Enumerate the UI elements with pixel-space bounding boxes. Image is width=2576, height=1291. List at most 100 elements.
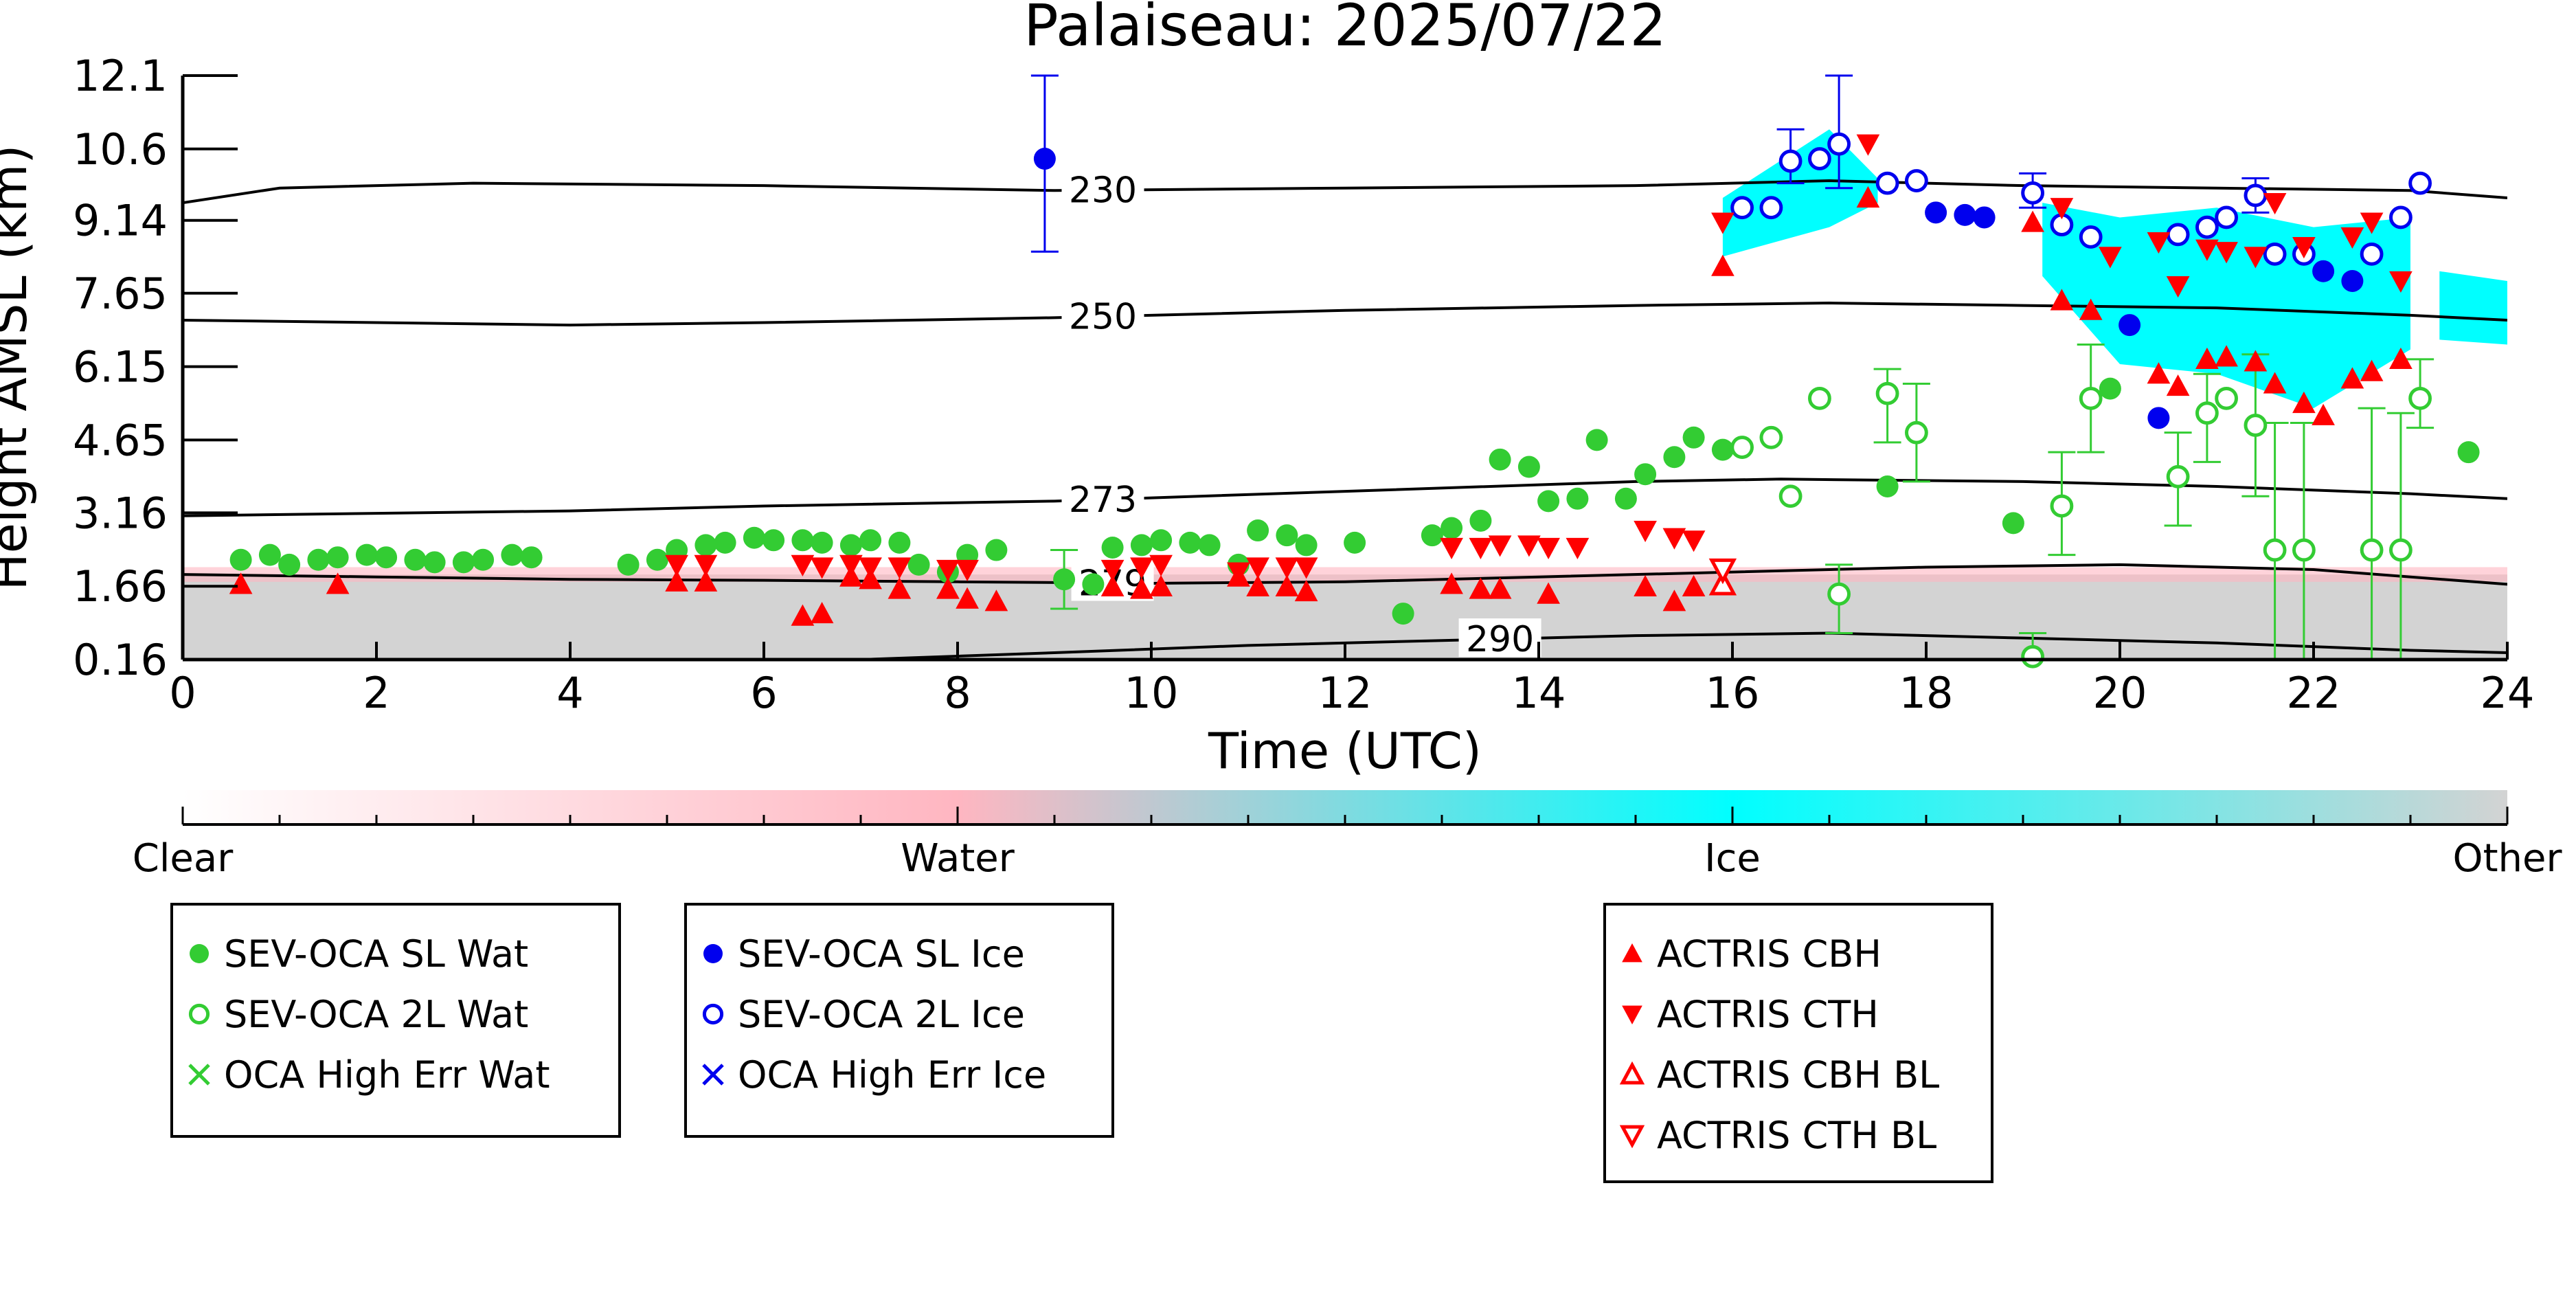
data-point-sev-oca-2l-wat xyxy=(2263,538,2287,562)
data-point-actris-cth xyxy=(2099,247,2122,269)
data-point-sev-oca-sl-wat xyxy=(694,534,717,557)
data-point-sev-oca-sl-ice xyxy=(2312,260,2335,282)
legend-label: SEV-OCA SL Wat xyxy=(224,932,528,976)
data-point-sev-oca-sl-wat xyxy=(791,529,814,552)
data-point-actris-cth xyxy=(1294,557,1318,579)
legend-marker xyxy=(702,1064,724,1086)
data-point-actris-cbh xyxy=(1246,574,1269,597)
data-point-actris-cth xyxy=(1856,134,1880,156)
data-point-actris-cbh xyxy=(984,590,1008,611)
data-point-actris-cbh xyxy=(2263,372,2287,394)
contour-label-bg xyxy=(1458,618,1541,658)
data-point-sev-oca-2l-wat xyxy=(2166,464,2190,489)
y-axis-label: Height AMSL (km) xyxy=(0,145,38,591)
data-point-actris-cbh xyxy=(810,602,834,624)
y-tick-label: 10.6 xyxy=(73,124,168,175)
chart-title: Palaiseau: 2025/07/22 xyxy=(1024,0,1667,59)
data-point-actris-cbh xyxy=(956,587,979,609)
legend-box xyxy=(170,903,621,1138)
x-tick-label: 14 xyxy=(1512,668,1566,718)
x-tick-label: 8 xyxy=(944,668,971,718)
data-point-actris-cth xyxy=(1488,535,1512,557)
data-point-sev-oca-2l-ice xyxy=(2079,225,2103,249)
data-point-sev-oca-sl-wat xyxy=(1082,573,1105,596)
contour-line xyxy=(183,563,2507,586)
data-point-actris-cbh xyxy=(229,572,253,594)
data-point-sev-oca-sl-wat xyxy=(355,543,378,566)
contour-label: 250 xyxy=(1069,297,1137,338)
x-tick-label: 2 xyxy=(363,668,389,718)
cross-stroke xyxy=(188,1064,210,1086)
data-point-actris-cth xyxy=(2195,239,2219,261)
contour-label-bg xyxy=(1061,478,1144,517)
data-point-actris-cth xyxy=(1469,537,1493,560)
x-tick-label: 16 xyxy=(1706,668,1760,718)
legend-marker xyxy=(188,1064,210,1086)
data-point-sev-oca-sl-wat xyxy=(839,534,862,557)
colorbar-label: Water xyxy=(901,836,1015,881)
data-point-actris-cbh xyxy=(2340,367,2364,389)
data-point-sev-oca-sl-wat xyxy=(520,546,543,569)
data-point-sev-oca-sl-wat xyxy=(501,543,523,566)
data-point-sev-oca-2l-wat xyxy=(1875,381,1899,405)
legend-marker xyxy=(1622,943,1642,963)
data-point-actris-cbh xyxy=(1634,574,1657,597)
data-point-sev-oca-sl-wat xyxy=(1150,529,1173,552)
data-point-actris-cth xyxy=(2360,212,2384,234)
data-point-actris-cth xyxy=(1275,557,1299,579)
data-point-actris-cth xyxy=(956,559,979,582)
data-point-actris-cth xyxy=(2166,276,2190,298)
data-point-sev-oca-sl-wat xyxy=(762,529,785,552)
y-tick-label: 6.15 xyxy=(73,342,168,392)
data-point-actris-cth xyxy=(1440,537,1463,560)
legend-marker xyxy=(1622,1005,1642,1025)
data-point-sev-oca-2l-wat xyxy=(2079,386,2103,410)
data-point-actris-cth xyxy=(936,559,960,582)
data-point-sev-oca-sl-ice xyxy=(2147,407,2170,429)
data-point-sev-oca-2l-ice xyxy=(1808,147,1831,170)
data-point-sev-oca-sl-wat xyxy=(2002,512,2024,535)
data-point-actris-cbh xyxy=(2389,347,2413,369)
contour-label: 290 xyxy=(1466,619,1534,660)
y-tick-label: 4.65 xyxy=(73,415,168,465)
data-point-sev-oca-sl-wat xyxy=(1247,519,1269,542)
data-point-sev-oca-2l-ice xyxy=(2360,242,2384,266)
legend-label: ACTRIS CBH BL xyxy=(1657,1053,1939,1097)
legend-label: ACTRIS CBH xyxy=(1657,932,1882,976)
data-point-actris-cth xyxy=(2244,247,2268,269)
data-point-actris-cbh xyxy=(1100,574,1125,597)
y-tick-label: 0.16 xyxy=(73,635,168,685)
data-point-sev-oca-sl-wat xyxy=(1585,429,1608,451)
data-point-sev-oca-sl-wat xyxy=(1566,487,1589,510)
data-point-actris-cbh xyxy=(1662,590,1686,611)
data-point-sev-oca-sl-wat xyxy=(2099,377,2121,400)
data-point-actris-cth xyxy=(1711,212,1735,234)
data-point-sev-oca-2l-wat xyxy=(2050,494,2074,518)
contour-line xyxy=(183,179,2507,205)
data-point-sev-oca-sl-wat xyxy=(404,548,427,571)
data-point-sev-oca-sl-wat xyxy=(617,553,640,576)
data-point-sev-oca-sl-wat xyxy=(452,551,475,574)
data-point-sev-oca-sl-wat xyxy=(1663,446,1686,469)
y-tick-label: 12.1 xyxy=(73,51,168,101)
data-point-sev-oca-sl-wat xyxy=(888,531,911,554)
x-tick-label: 6 xyxy=(750,668,777,718)
data-point-sev-oca-sl-wat xyxy=(1295,534,1318,557)
data-point-sev-oca-sl-wat xyxy=(1179,531,1201,554)
other-phase-region xyxy=(183,574,2507,660)
data-point-actris-cth xyxy=(2292,237,2316,259)
data-point-actris-cbh xyxy=(1488,577,1512,599)
data-point-actris-cbh xyxy=(2079,298,2103,320)
data-point-sev-oca-sl-ice xyxy=(1954,203,1976,226)
data-point-sev-oca-sl-wat xyxy=(307,548,330,571)
legend-box xyxy=(1603,903,1993,1183)
data-point-sev-oca-2l-wat xyxy=(2408,386,2432,410)
data-point-sev-oca-sl-ice xyxy=(1033,148,1056,170)
data-point-sev-oca-sl-wat xyxy=(2457,441,2480,464)
data-point-sev-oca-2l-wat xyxy=(2021,644,2045,669)
legend-marker xyxy=(188,1003,210,1025)
data-point-actris-cbh xyxy=(2166,374,2190,396)
data-point-sev-oca-2l-ice xyxy=(2195,215,2219,239)
